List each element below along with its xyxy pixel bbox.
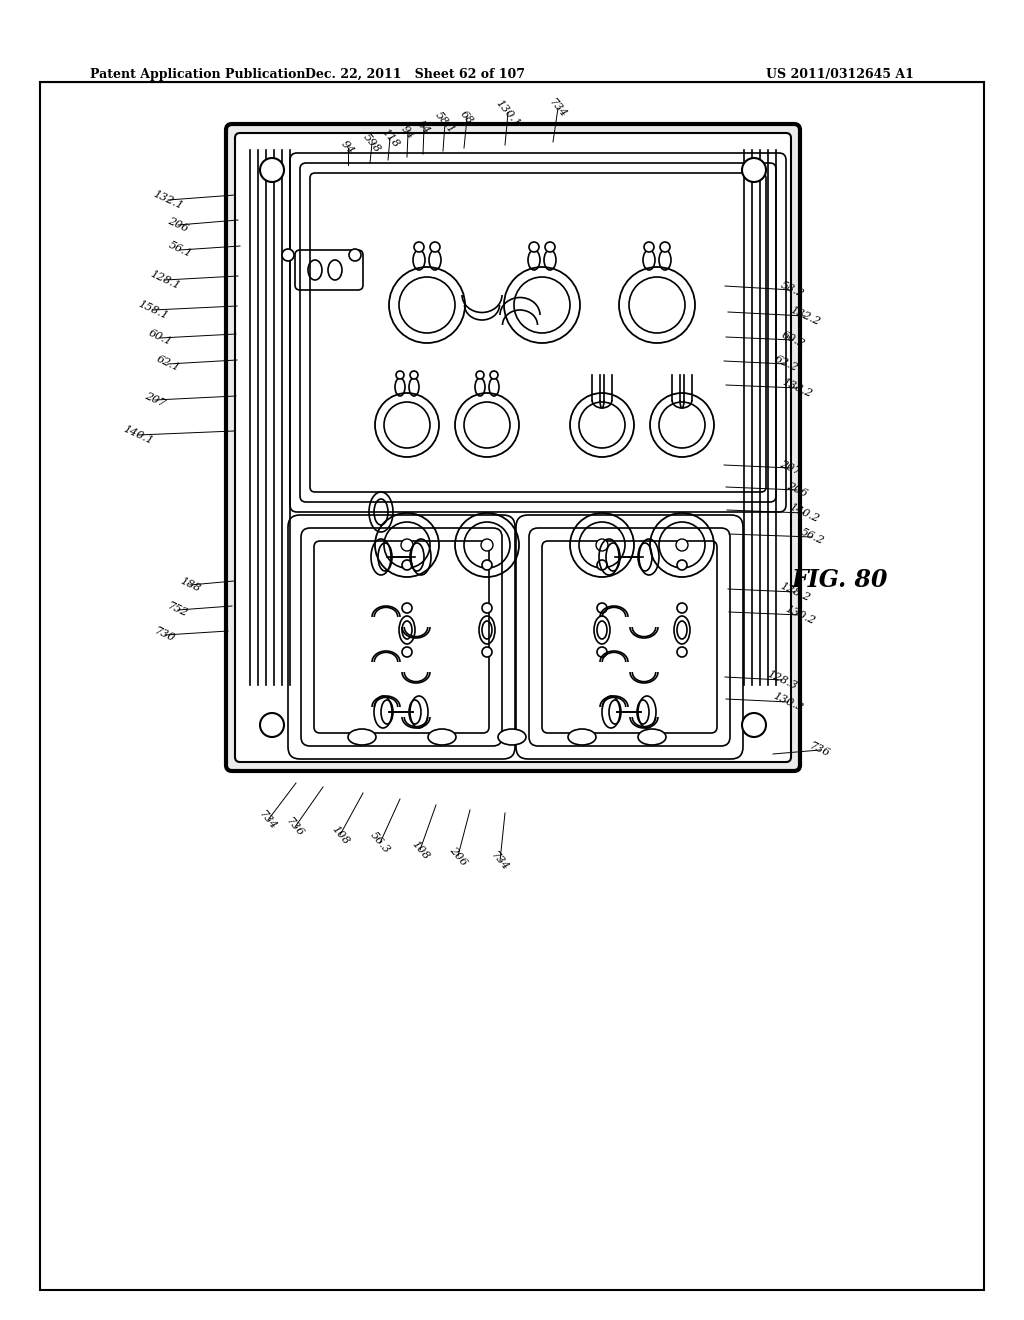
Text: 94: 94 — [340, 140, 356, 157]
Text: 598: 598 — [361, 132, 383, 154]
Text: 140.1: 140.1 — [122, 424, 155, 446]
Text: 62.2: 62.2 — [773, 354, 800, 374]
Circle shape — [597, 647, 607, 657]
Text: 108: 108 — [330, 824, 350, 846]
Text: 128.1: 128.1 — [148, 269, 181, 292]
Circle shape — [482, 603, 492, 612]
Circle shape — [742, 158, 766, 182]
Text: 118: 118 — [379, 127, 400, 149]
Text: 60.2: 60.2 — [779, 330, 806, 350]
Circle shape — [414, 242, 424, 252]
Circle shape — [677, 647, 687, 657]
Text: Patent Application Publication: Patent Application Publication — [90, 69, 305, 81]
FancyBboxPatch shape — [226, 124, 800, 771]
Text: 158.1: 158.1 — [136, 298, 170, 321]
Circle shape — [410, 371, 418, 379]
Text: 56.3: 56.3 — [369, 830, 392, 855]
Text: 108: 108 — [410, 838, 431, 862]
Ellipse shape — [498, 729, 526, 744]
Text: 730: 730 — [154, 626, 177, 644]
Text: 138.2: 138.2 — [780, 376, 814, 399]
Circle shape — [676, 539, 688, 550]
Circle shape — [402, 560, 412, 570]
Text: 752: 752 — [166, 601, 189, 619]
Circle shape — [677, 603, 687, 612]
Text: 734: 734 — [489, 850, 511, 873]
Text: 56.1: 56.1 — [167, 240, 194, 260]
Ellipse shape — [348, 729, 376, 744]
Text: 94: 94 — [399, 124, 417, 141]
Circle shape — [401, 539, 413, 550]
Circle shape — [677, 560, 687, 570]
Text: 56.2: 56.2 — [799, 527, 825, 546]
Circle shape — [490, 371, 498, 379]
Text: US 2011/0312645 A1: US 2011/0312645 A1 — [766, 69, 914, 81]
Circle shape — [349, 249, 361, 261]
Ellipse shape — [638, 729, 666, 744]
FancyBboxPatch shape — [234, 133, 791, 762]
Circle shape — [742, 713, 766, 737]
Circle shape — [644, 242, 654, 252]
Circle shape — [597, 560, 607, 570]
Circle shape — [260, 158, 284, 182]
Text: 132.1: 132.1 — [152, 189, 184, 211]
Text: 54: 54 — [416, 119, 432, 137]
Text: 128.2: 128.2 — [778, 581, 812, 603]
Text: 58.1: 58.1 — [433, 111, 457, 136]
Circle shape — [545, 242, 555, 252]
Text: 130.2: 130.2 — [783, 603, 816, 626]
Circle shape — [260, 713, 284, 737]
Circle shape — [282, 249, 294, 261]
Circle shape — [430, 242, 440, 252]
Text: 130.3: 130.3 — [771, 690, 805, 713]
Circle shape — [597, 603, 607, 612]
Ellipse shape — [568, 729, 596, 744]
Text: 68: 68 — [459, 110, 475, 127]
Text: 140.2: 140.2 — [787, 502, 820, 524]
Text: 128.3: 128.3 — [765, 669, 799, 692]
Text: 207: 207 — [143, 391, 167, 409]
Text: 188: 188 — [178, 576, 202, 594]
Text: FIG. 80: FIG. 80 — [792, 568, 888, 591]
Text: 207: 207 — [778, 459, 802, 477]
Text: 62.1: 62.1 — [155, 354, 181, 374]
Ellipse shape — [428, 729, 456, 744]
Text: Dec. 22, 2011   Sheet 62 of 107: Dec. 22, 2011 Sheet 62 of 107 — [305, 69, 525, 81]
Text: 206: 206 — [166, 216, 189, 234]
Text: 206: 206 — [447, 845, 469, 867]
Circle shape — [596, 539, 608, 550]
Text: 734: 734 — [257, 809, 279, 832]
Circle shape — [482, 560, 492, 570]
Circle shape — [476, 371, 484, 379]
Text: 58.2: 58.2 — [778, 280, 806, 300]
Text: 736: 736 — [285, 816, 306, 838]
Text: 734: 734 — [547, 96, 568, 119]
Circle shape — [481, 539, 493, 550]
Text: 130.1: 130.1 — [494, 98, 522, 128]
Circle shape — [660, 242, 670, 252]
Text: 736: 736 — [808, 741, 831, 759]
Text: 60.1: 60.1 — [146, 329, 173, 347]
Circle shape — [402, 647, 412, 657]
Circle shape — [396, 371, 404, 379]
Circle shape — [402, 603, 412, 612]
Circle shape — [482, 647, 492, 657]
Circle shape — [529, 242, 539, 252]
Text: 206: 206 — [785, 480, 809, 499]
Text: 132.2: 132.2 — [788, 305, 821, 327]
